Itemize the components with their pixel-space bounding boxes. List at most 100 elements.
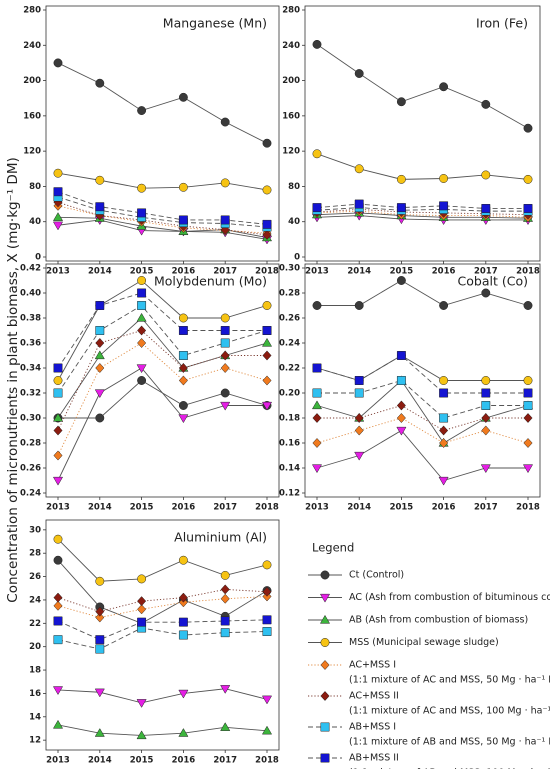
- series-line: [57, 191, 268, 225]
- marker: [178, 592, 188, 603]
- marker: [53, 388, 63, 398]
- marker: [95, 326, 105, 335]
- marker: [178, 401, 188, 410]
- marker: [53, 187, 63, 197]
- marker: [262, 350, 272, 361]
- marker: [178, 351, 188, 360]
- series-line: [316, 44, 529, 129]
- marker: [52, 221, 64, 231]
- plot-frame: [304, 5, 541, 262]
- series-line: [57, 559, 268, 624]
- y-tick-label: 0: [294, 253, 300, 263]
- marker: [312, 363, 322, 373]
- marker: [136, 730, 147, 740]
- marker: [95, 338, 105, 348]
- y-tick-label: 0.42: [20, 264, 41, 274]
- series-line: [57, 304, 268, 394]
- marker: [220, 326, 230, 335]
- panel-title: Cobalt (Co): [458, 274, 528, 289]
- series-line: [57, 619, 268, 641]
- marker: [481, 425, 491, 436]
- marker: [178, 728, 189, 737]
- series-line: [316, 207, 528, 212]
- marker: [53, 450, 63, 461]
- marker: [95, 644, 105, 654]
- marker: [178, 617, 188, 627]
- marker: [220, 685, 231, 694]
- marker: [262, 138, 272, 148]
- y-tick-label: 40: [288, 217, 300, 227]
- marker: [396, 276, 406, 285]
- marker: [137, 301, 147, 310]
- marker: [220, 350, 230, 361]
- marker: [52, 686, 64, 696]
- series-line: [57, 342, 268, 456]
- series-line: [316, 379, 529, 444]
- series-line: [316, 208, 529, 216]
- legend-label: AC (Ash from combustion of bituminous co…: [349, 592, 550, 603]
- marker: [262, 560, 272, 570]
- marker: [95, 413, 105, 423]
- series-line: [57, 279, 268, 381]
- marker: [220, 584, 230, 595]
- marker: [178, 375, 188, 386]
- marker: [523, 123, 533, 133]
- series-line: [57, 538, 268, 582]
- legend-marker: [319, 614, 331, 624]
- legend-label: AC+MSS II: [349, 691, 399, 702]
- marker: [95, 202, 105, 212]
- marker: [178, 414, 189, 424]
- marker: [220, 313, 230, 323]
- marker: [220, 628, 230, 638]
- series-line: [57, 627, 268, 650]
- legend-label: MSS (Municipal sewage sludge): [349, 637, 499, 648]
- x-tick-label: 2015: [130, 267, 154, 277]
- marker: [53, 600, 63, 611]
- marker: [481, 288, 491, 298]
- series-line: [57, 688, 268, 704]
- legend-label: Ct (Control): [349, 570, 404, 581]
- marker: [220, 401, 231, 411]
- y-tick-label: 160: [282, 111, 300, 121]
- y-tick-label: 0.30: [20, 414, 41, 424]
- marker: [53, 168, 63, 178]
- marker: [52, 719, 64, 729]
- x-tick-label: 2014: [88, 756, 112, 766]
- marker: [439, 425, 449, 436]
- series-line: [316, 203, 528, 209]
- marker: [439, 174, 449, 183]
- panel-title: Manganese (Mn): [163, 16, 267, 31]
- x-tick-label: 2013: [46, 503, 70, 513]
- legend-note: (1:1 mixture of AC and MSS, 100 Mg · ha⁻…: [349, 706, 550, 717]
- marker: [220, 215, 230, 225]
- marker: [312, 438, 322, 448]
- marker: [220, 570, 230, 580]
- marker: [137, 276, 147, 285]
- y-tick-label: 0.14: [279, 464, 300, 474]
- marker: [481, 204, 491, 213]
- y-tick-label: 24: [29, 595, 41, 605]
- marker: [220, 388, 230, 398]
- marker: [523, 438, 533, 448]
- marker: [137, 604, 147, 615]
- marker: [480, 464, 491, 474]
- marker: [481, 99, 491, 109]
- marker: [312, 39, 322, 49]
- marker: [94, 350, 105, 360]
- marker: [523, 174, 533, 184]
- marker: [354, 376, 364, 385]
- y-tick-label: 0.18: [279, 414, 300, 424]
- x-tick-label: 2013: [46, 267, 70, 277]
- y-tick-label: 30: [29, 525, 41, 535]
- y-tick-label: 18: [29, 666, 41, 676]
- marker: [220, 616, 230, 626]
- y-tick-label: 20: [29, 642, 41, 652]
- legend-label: AC+MSS I: [349, 660, 396, 671]
- marker: [137, 183, 147, 193]
- marker: [178, 182, 188, 192]
- marker: [220, 178, 230, 188]
- x-tick-label: 2016: [172, 267, 196, 277]
- legend-marker: [320, 638, 330, 647]
- marker: [262, 185, 272, 195]
- marker: [95, 175, 105, 185]
